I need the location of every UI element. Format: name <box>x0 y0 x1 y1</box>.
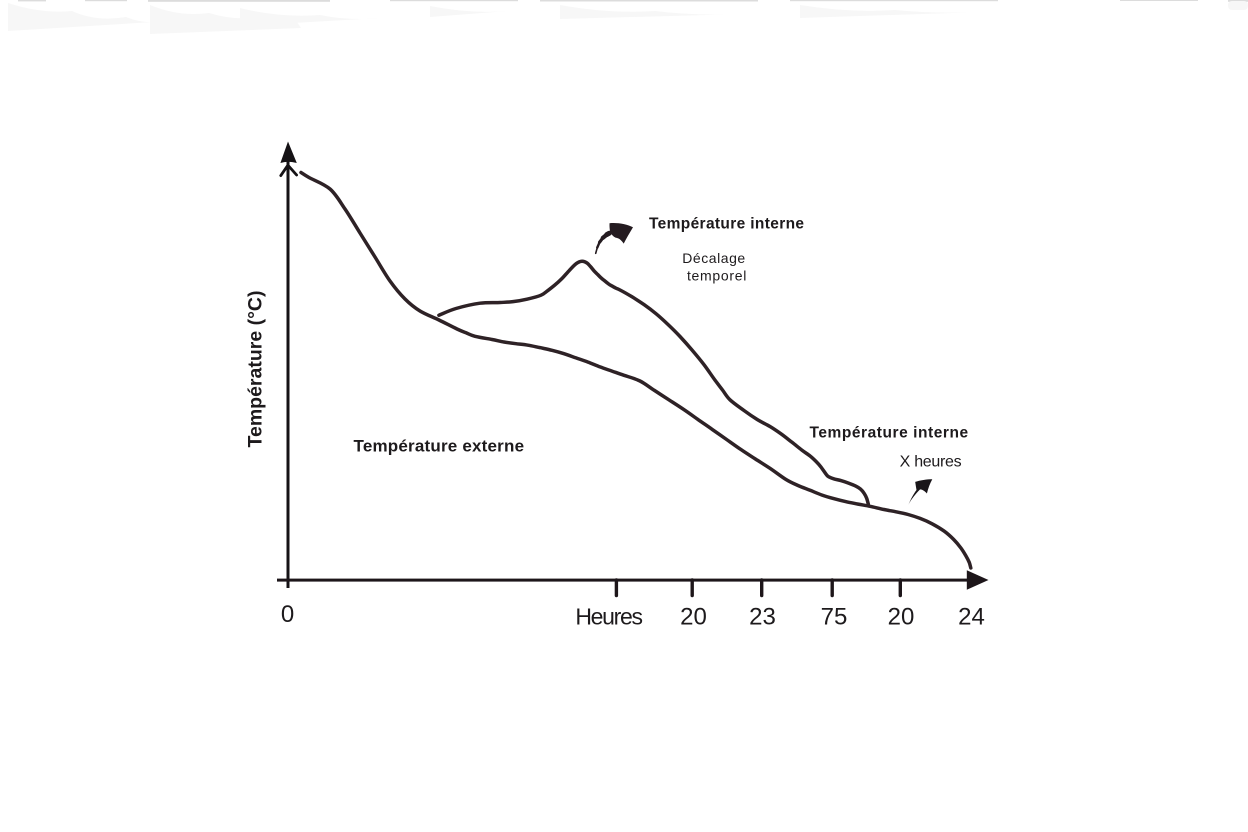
svg-text:23: 23 <box>749 604 776 631</box>
svg-text:Température interne: Température interne <box>649 216 804 233</box>
svg-text:Température externe: Température externe <box>354 437 525 456</box>
svg-text:0: 0 <box>281 601 294 628</box>
svg-text:temporel: temporel <box>687 268 747 284</box>
svg-text:Heures: Heures <box>575 604 642 630</box>
svg-text:X heures: X heures <box>900 454 962 471</box>
svg-text:Température (°C): Température (°C) <box>245 291 267 448</box>
svg-text:24: 24 <box>958 604 985 631</box>
svg-text:20: 20 <box>680 604 707 631</box>
svg-text:20: 20 <box>888 604 915 631</box>
svg-text:75: 75 <box>821 604 848 631</box>
svg-text:Décalage: Décalage <box>682 250 746 266</box>
svg-text:Température interne: Température interne <box>810 425 969 442</box>
